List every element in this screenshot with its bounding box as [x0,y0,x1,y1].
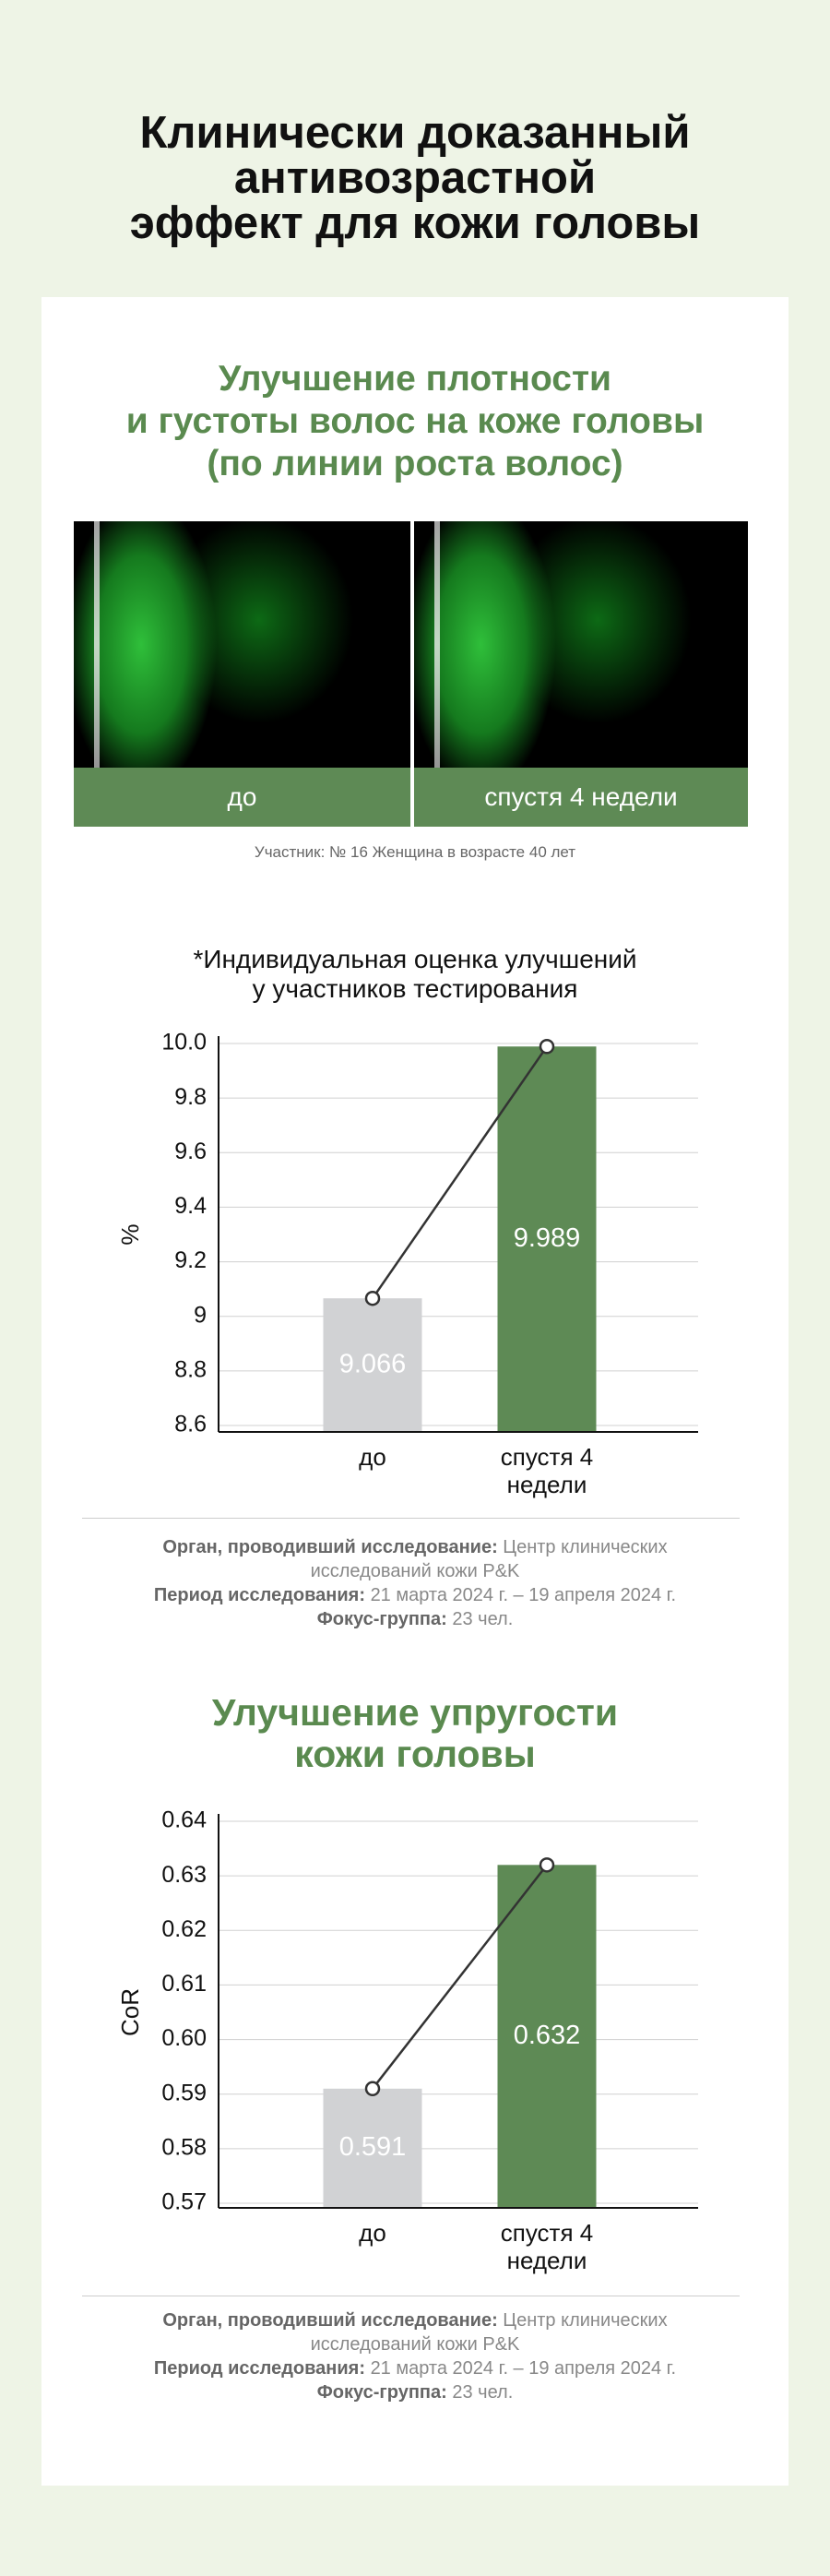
bar [323,1298,422,1432]
x-tick-label: до [359,1443,386,1471]
trend-line [372,1864,548,2090]
value-label: 0.591 [339,2132,407,2162]
y-tick-label: 0.57 [161,2189,207,2215]
y-tick-label: 0.61 [161,1971,207,1997]
page-title: Клинически доказанный антивозрастной эфф… [129,108,701,248]
footer-line: Период исследования: 21 марта 2024 г. – … [129,1583,701,1607]
footer-label: Период исследования: [153,2358,365,2379]
footer-label: Период исследования: [153,1585,365,1605]
y-tick-label: 9.2 [174,1247,207,1273]
footer-text: Центр клинических исследований кожи P&K [310,1537,668,1581]
y-tick-label: 0.60 [161,2025,207,2051]
value-label: 0.632 [514,2021,581,2050]
value-label: 9.989 [514,1223,581,1253]
bar [497,1865,597,2208]
y-tick-label: 0.62 [161,1916,207,1942]
footer-label: Фокус-группа: [316,1609,447,1629]
footer-line: Орган, проводивший исследование: Центр к… [129,2308,701,2356]
x-tick-label: спустя 4 недели [500,2219,594,2274]
y-tick-label: 0.58 [161,2134,207,2160]
y-tick-label: 10.0 [161,1030,207,1055]
footer-label: Орган, проводивший исследование: [162,1537,498,1557]
footer-line: Период исследования: 21 марта 2024 г. – … [129,2356,701,2380]
footer-label: Орган, проводивший исследование: [162,2310,498,2331]
point [364,2081,381,2097]
footer-line: Фокус-группа: 23 чел. [129,1607,701,1631]
point [539,1857,555,1873]
point [539,1039,555,1055]
footer: Орган, проводивший исследование: Центр к… [129,2308,701,2404]
caption: Участник: № 16 Женщина в возрасте 40 лет [254,843,576,861]
footer-text: 23 чел. [452,1609,514,1629]
footer-text: 21 марта 2024 г. – 19 апреля 2024 г. [370,2358,677,2379]
chart-title: *Индивидуальная оценка улучшений у участ… [193,945,637,1003]
y-tick-label: 8.8 [174,1356,207,1382]
trend-line [371,1045,549,1299]
x-tick-label: до [359,2219,386,2247]
before-image [74,521,410,768]
y-tick-label: 9.4 [174,1193,207,1219]
y-axis-label: CoR [116,1988,144,2036]
footer: Орган, проводивший исследование: Центр к… [129,1535,701,1631]
y-tick-label: 9 [194,1302,207,1328]
section-title: Улучшение плотности и густоты волос на к… [125,359,705,483]
y-axis-label: % [116,1223,144,1245]
chart-title: Улучшение упругости кожи головы [211,1691,619,1775]
image-label: до [74,768,410,827]
x-tick-label: спустя 4 недели [500,1443,594,1498]
footer-label: Фокус-группа: [316,2382,447,2403]
footer-text: 21 марта 2024 г. – 19 апреля 2024 г. [370,1585,677,1605]
y-tick-label: 0.64 [161,1807,207,1833]
bar [497,1046,597,1432]
footer-line: Фокус-группа: 23 чел. [129,2380,701,2404]
bar [323,2088,422,2208]
footer-line: Орган, проводивший исследование: Центр к… [129,1535,701,1583]
separator [82,1518,740,1519]
y-tick-label: 8.6 [174,1412,207,1437]
footer-text: 23 чел. [452,2382,514,2403]
value-label: 9.066 [339,1349,407,1378]
y-tick-label: 9.8 [174,1084,207,1110]
y-tick-label: 9.6 [174,1139,207,1164]
footer-text: Центр клинических исследований кожи P&K [310,2310,668,2355]
point [364,1290,381,1306]
image-label: спустя 4 недели [414,768,748,827]
after-image [414,521,748,768]
y-tick-label: 0.59 [161,2080,207,2105]
y-tick-label: 0.63 [161,1862,207,1888]
